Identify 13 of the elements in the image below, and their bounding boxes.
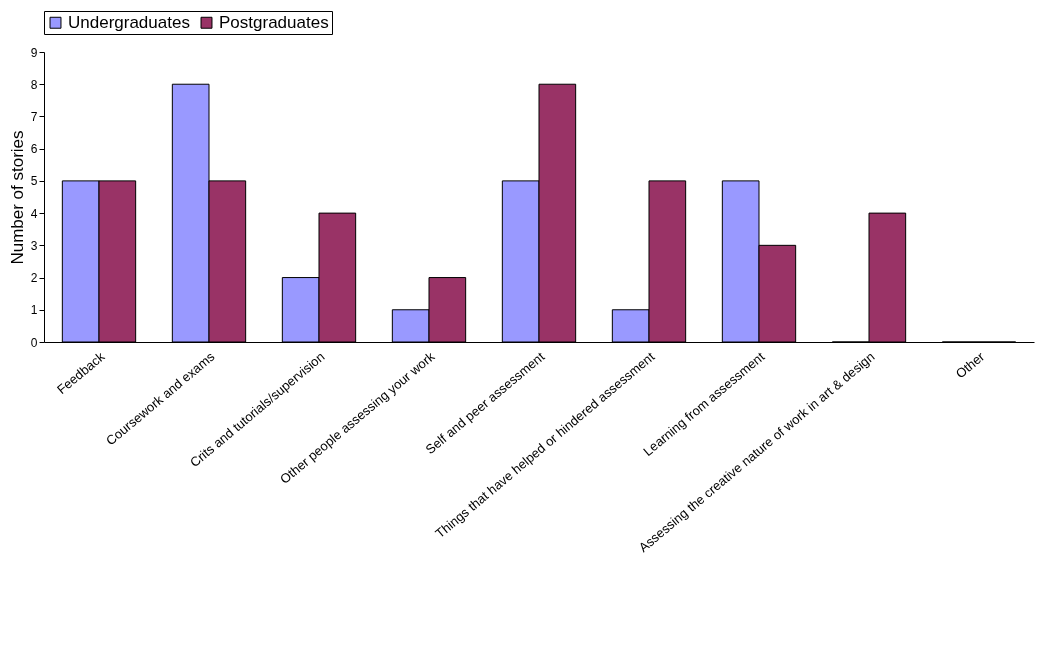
y-tick-label: 2 (30, 271, 38, 286)
y-tick-label: 8 (30, 77, 38, 92)
y-tick-label: 3 (30, 238, 38, 253)
y-tick-label: 5 (30, 174, 38, 189)
y-tick-label: 0 (30, 335, 38, 350)
y-tick-label: 6 (30, 142, 38, 157)
legend-label: Undergraduates (68, 12, 190, 32)
y-axis-title: Number of stories (7, 130, 27, 265)
y-tick-label: 4 (30, 206, 38, 221)
y-tick-label: 7 (30, 109, 38, 124)
legend-label: Postgraduates (219, 12, 329, 32)
y-tick-label: 9 (30, 45, 38, 60)
y-tick-label: 1 (30, 303, 38, 318)
